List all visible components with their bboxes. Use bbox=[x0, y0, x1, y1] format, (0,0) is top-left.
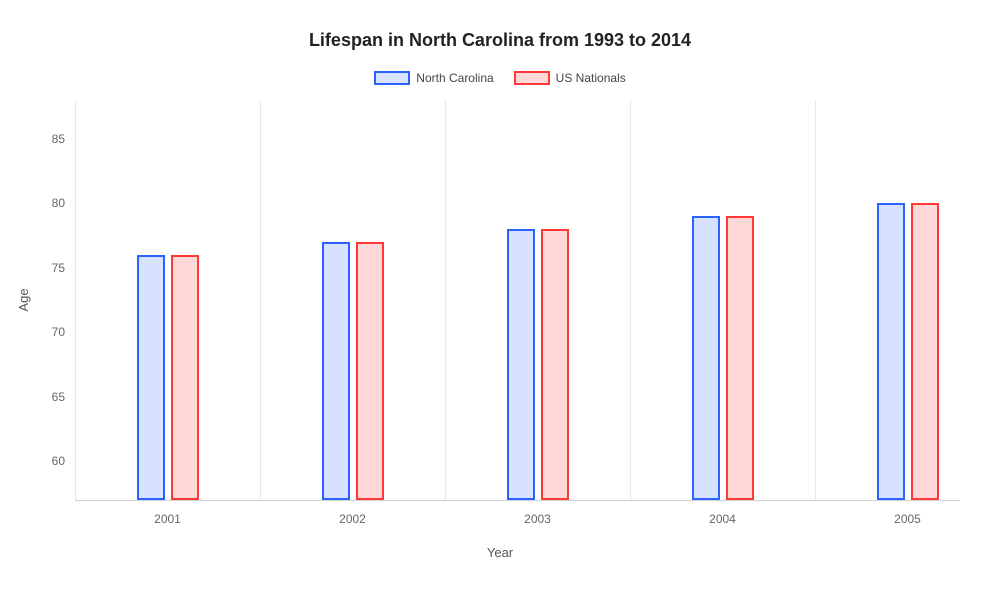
chart-container: Lifespan in North Carolina from 1993 to … bbox=[0, 0, 1000, 600]
y-tick-label: 75 bbox=[52, 261, 65, 275]
bar bbox=[726, 216, 754, 500]
bar bbox=[356, 242, 384, 500]
bar bbox=[911, 203, 939, 500]
y-tick-label: 60 bbox=[52, 454, 65, 468]
legend-label-us: US Nationals bbox=[556, 71, 626, 85]
x-tick-label: 2004 bbox=[709, 512, 736, 526]
bar bbox=[171, 255, 199, 500]
x-axis-label: Year bbox=[20, 545, 980, 560]
y-tick-label: 65 bbox=[52, 390, 65, 404]
bar bbox=[507, 229, 535, 500]
x-tick-label: 2003 bbox=[524, 512, 551, 526]
x-tick-label: 2005 bbox=[894, 512, 921, 526]
legend-swatch-nc bbox=[374, 71, 410, 85]
bar bbox=[137, 255, 165, 500]
y-tick-label: 85 bbox=[52, 132, 65, 146]
bar bbox=[692, 216, 720, 500]
plot-area: 60657075808520012002200320042005 bbox=[75, 100, 960, 500]
legend-item-nc: North Carolina bbox=[374, 71, 493, 85]
bar bbox=[322, 242, 350, 500]
gridline-vertical bbox=[445, 100, 446, 500]
gridline-vertical bbox=[630, 100, 631, 500]
gridline-vertical bbox=[815, 100, 816, 500]
gridline-vertical bbox=[260, 100, 261, 500]
legend-item-us: US Nationals bbox=[514, 71, 626, 85]
x-tick-label: 2001 bbox=[154, 512, 181, 526]
legend: North Carolina US Nationals bbox=[20, 71, 980, 85]
gridline-vertical bbox=[75, 100, 76, 500]
legend-swatch-us bbox=[514, 71, 550, 85]
baseline bbox=[75, 500, 960, 501]
y-axis-label: Age bbox=[16, 288, 31, 311]
chart-title: Lifespan in North Carolina from 1993 to … bbox=[20, 30, 980, 51]
y-tick-label: 70 bbox=[52, 325, 65, 339]
bar bbox=[541, 229, 569, 500]
x-tick-label: 2002 bbox=[339, 512, 366, 526]
bar bbox=[877, 203, 905, 500]
y-tick-label: 80 bbox=[52, 196, 65, 210]
legend-label-nc: North Carolina bbox=[416, 71, 493, 85]
